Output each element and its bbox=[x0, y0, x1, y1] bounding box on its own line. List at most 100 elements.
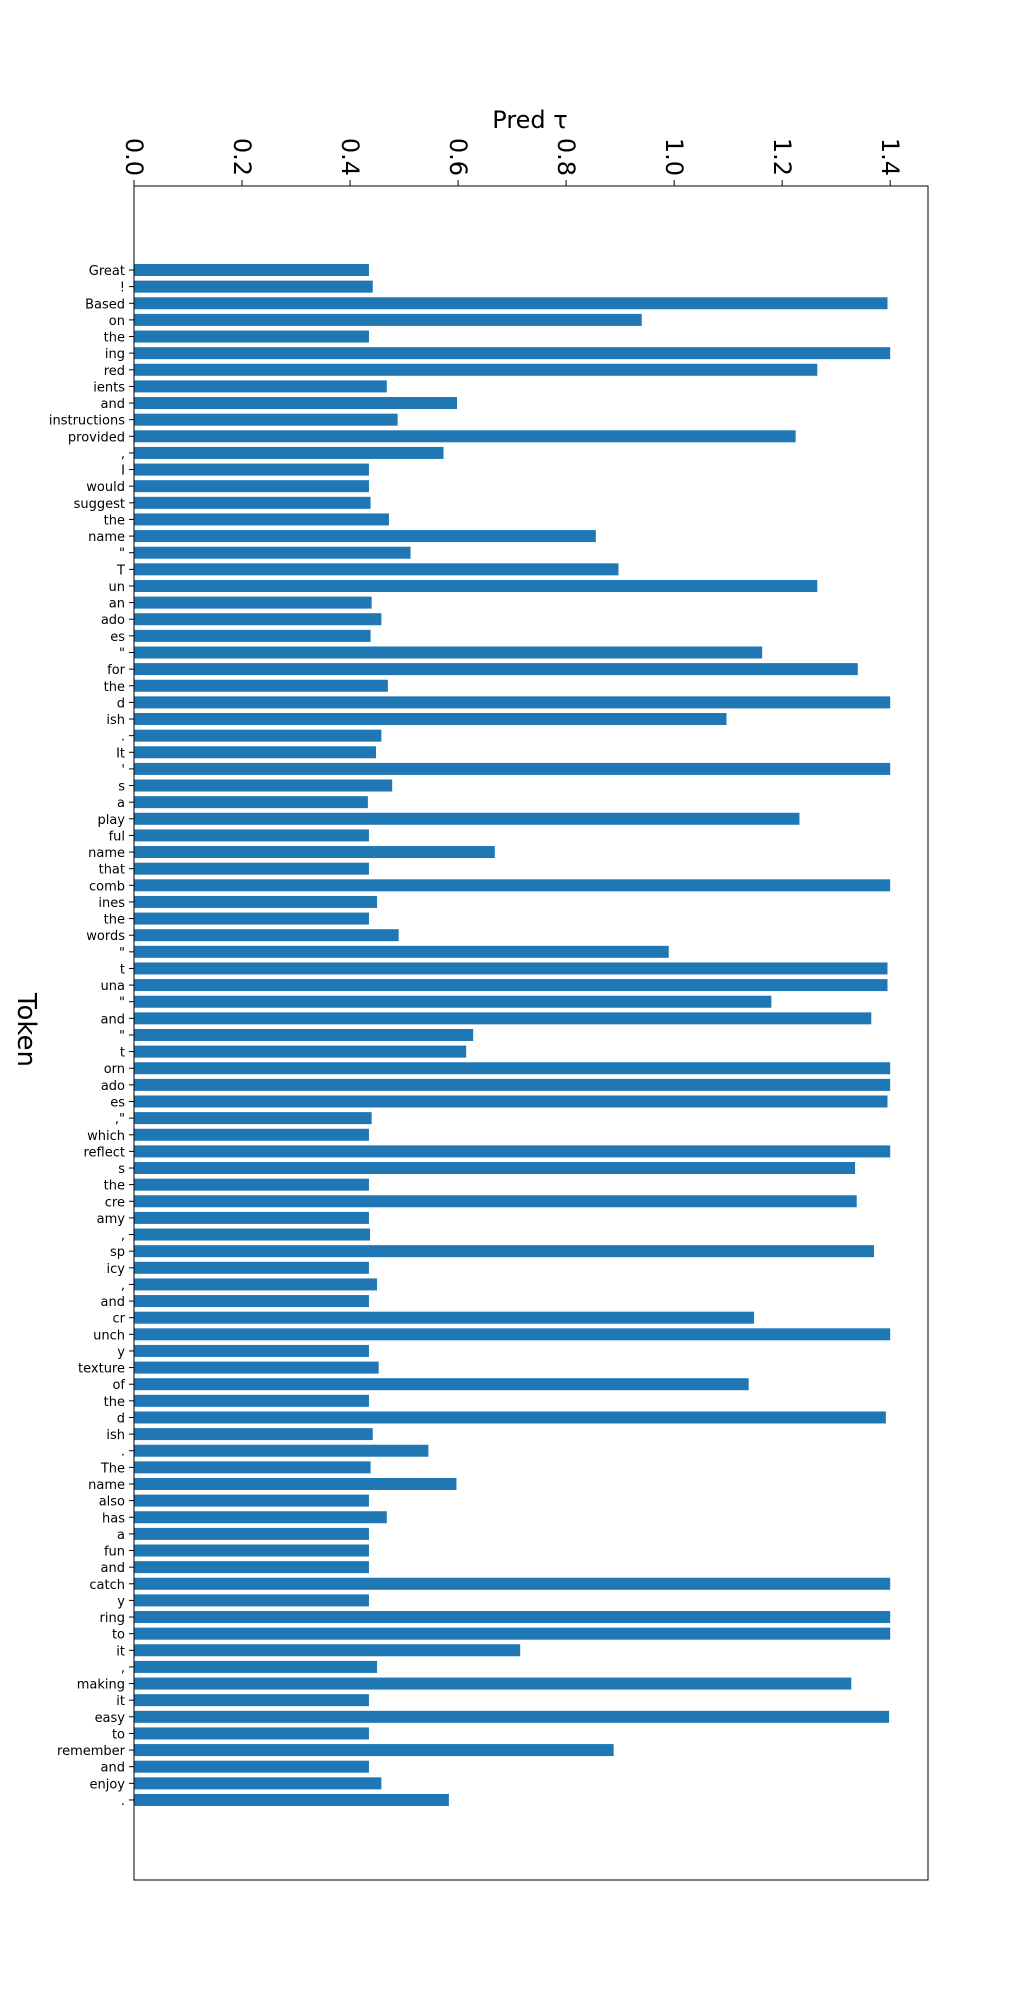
category-label: It bbox=[116, 746, 125, 761]
category-label: y bbox=[117, 1345, 125, 1360]
bar bbox=[134, 513, 389, 526]
category-label: icy bbox=[107, 1262, 126, 1277]
bar bbox=[134, 629, 371, 642]
category-label: Based bbox=[85, 297, 125, 312]
bar bbox=[134, 430, 796, 443]
category-label: Great bbox=[89, 264, 125, 279]
category-label: sp bbox=[110, 1245, 125, 1260]
category-label: I bbox=[121, 464, 125, 479]
category-label: . bbox=[121, 1445, 125, 1460]
category-label: would bbox=[86, 480, 125, 495]
bar bbox=[134, 1012, 872, 1025]
category-label: amy bbox=[97, 1212, 126, 1227]
category-label: it bbox=[116, 1644, 125, 1659]
category-label: for bbox=[107, 663, 126, 678]
bar bbox=[134, 746, 376, 759]
x-ticks-group: 0.0 0.2 0.4 0.6 0.8 1.0 1.2 1.4 bbox=[120, 138, 904, 186]
x-axis-title-text: Pred τ bbox=[492, 106, 567, 134]
bar bbox=[134, 713, 727, 726]
bar bbox=[134, 1361, 379, 1374]
category-label: ' bbox=[121, 763, 125, 778]
bar bbox=[134, 1195, 857, 1208]
bar bbox=[134, 1128, 369, 1141]
category-label: name bbox=[88, 846, 125, 861]
category-label: it bbox=[116, 1694, 125, 1709]
category-label: has bbox=[102, 1511, 125, 1526]
bar bbox=[134, 1261, 369, 1274]
bar bbox=[134, 1644, 521, 1657]
category-label: catch bbox=[89, 1578, 125, 1593]
category-label: that bbox=[99, 863, 125, 878]
plot-frame bbox=[133, 185, 929, 1881]
category-label: , bbox=[121, 1229, 125, 1244]
x-tick-label: 1.4 bbox=[876, 138, 904, 176]
bar bbox=[134, 1344, 369, 1357]
category-label: s bbox=[118, 1162, 125, 1177]
bar bbox=[134, 1461, 371, 1474]
x-tick-label: 0.6 bbox=[444, 138, 472, 176]
category-label: unch bbox=[93, 1328, 125, 1343]
category-label: " bbox=[119, 646, 125, 661]
category-label: ado bbox=[101, 613, 125, 628]
category-label: T bbox=[116, 563, 125, 578]
category-label: and bbox=[101, 1561, 125, 1576]
x-tick-label: 1.2 bbox=[768, 138, 796, 176]
category-label: the bbox=[104, 913, 125, 928]
bar bbox=[134, 1145, 891, 1158]
bar bbox=[134, 480, 369, 493]
bar bbox=[134, 1494, 369, 1507]
bar bbox=[134, 1511, 387, 1524]
category-label: orn bbox=[104, 1062, 125, 1077]
x-axis-title: Pred τ bbox=[492, 106, 567, 134]
bar bbox=[134, 1295, 369, 1308]
bar bbox=[134, 496, 371, 509]
bar bbox=[134, 663, 858, 676]
bars-group bbox=[134, 264, 891, 1806]
category-label: the bbox=[104, 1179, 125, 1194]
bar bbox=[134, 1162, 856, 1175]
category-label: remember bbox=[57, 1744, 126, 1759]
category-label: d bbox=[117, 1411, 125, 1426]
bar bbox=[134, 1561, 369, 1574]
category-label: ing bbox=[105, 347, 125, 362]
category-label: , bbox=[121, 1661, 125, 1676]
bar bbox=[134, 413, 398, 426]
bar bbox=[134, 1577, 891, 1590]
bar bbox=[134, 1311, 755, 1324]
bar bbox=[134, 962, 888, 975]
bar bbox=[134, 613, 382, 626]
bar bbox=[134, 1627, 891, 1640]
x-tick-label: 0.0 bbox=[120, 138, 148, 176]
category-label: , bbox=[121, 447, 125, 462]
x-tick-label: 0.4 bbox=[336, 138, 364, 176]
bar bbox=[134, 1278, 378, 1291]
bar bbox=[134, 1378, 749, 1391]
category-label: reflect bbox=[84, 1145, 126, 1160]
bar bbox=[134, 779, 393, 792]
x-tick-label: 0.2 bbox=[228, 138, 256, 176]
x-tick-label: 0.8 bbox=[552, 138, 580, 176]
category-label: " bbox=[119, 547, 125, 562]
category-label: es bbox=[110, 630, 125, 645]
bar bbox=[134, 995, 772, 1008]
category-label: provided bbox=[68, 430, 125, 445]
bar bbox=[134, 579, 818, 592]
category-label: a bbox=[117, 1528, 125, 1543]
category-label: which bbox=[87, 1129, 125, 1144]
bar bbox=[134, 1527, 369, 1540]
category-label: " bbox=[119, 996, 125, 1011]
category-label: name bbox=[88, 1478, 125, 1493]
category-label: the bbox=[104, 680, 125, 695]
bar bbox=[134, 297, 888, 310]
bar bbox=[134, 1444, 429, 1457]
category-label: the bbox=[104, 1395, 125, 1410]
bar bbox=[134, 1394, 369, 1407]
category-label: to bbox=[112, 1727, 125, 1742]
bar bbox=[134, 679, 388, 692]
bar bbox=[134, 330, 369, 343]
category-label: ish bbox=[106, 1428, 125, 1443]
category-label: a bbox=[117, 796, 125, 811]
category-label: ado bbox=[101, 1079, 125, 1094]
category-label: texture bbox=[78, 1362, 125, 1377]
bar bbox=[134, 1777, 382, 1790]
